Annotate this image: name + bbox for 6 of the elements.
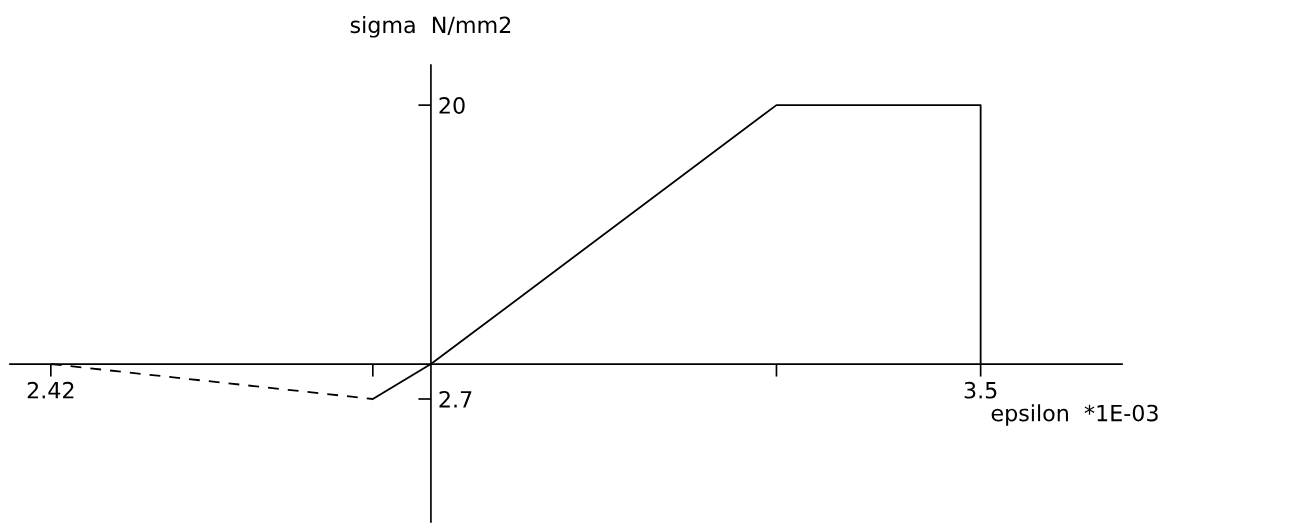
y-tick-label: 2.7 [439,390,472,408]
x-tick-label: 3.5 [964,381,997,399]
y-axis-title: sigma N/mm2 [350,16,511,38]
x-tick-label: 2.42 [27,381,74,399]
x-axis-title: epsilon *1E-03 [991,404,1158,426]
y-tick-label: 20 [439,97,465,114]
